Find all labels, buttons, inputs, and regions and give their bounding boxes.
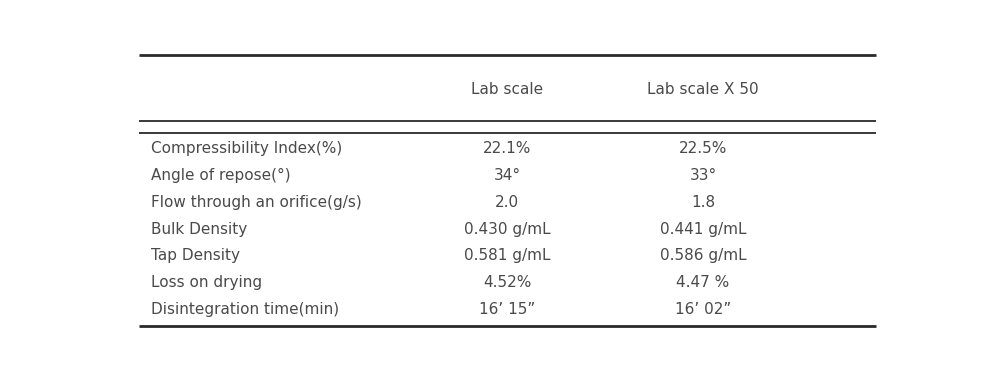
Text: 22.1%: 22.1% [483, 141, 532, 156]
Text: Flow through an orifice(g/s): Flow through an orifice(g/s) [150, 195, 361, 210]
Text: 22.5%: 22.5% [679, 141, 728, 156]
Text: 2.0: 2.0 [495, 195, 520, 210]
Text: 34°: 34° [494, 168, 521, 183]
Text: 0.586 g/mL: 0.586 g/mL [659, 248, 746, 263]
Text: 4.47 %: 4.47 % [676, 275, 730, 290]
Text: Angle of repose(°): Angle of repose(°) [150, 168, 290, 183]
Text: 1.8: 1.8 [691, 195, 715, 210]
Text: 4.52%: 4.52% [483, 275, 532, 290]
Text: Lab scale: Lab scale [471, 82, 544, 97]
Text: 16’ 15”: 16’ 15” [479, 302, 536, 317]
Text: 0.430 g/mL: 0.430 g/mL [464, 222, 550, 237]
Text: 0.581 g/mL: 0.581 g/mL [464, 248, 550, 263]
Text: Loss on drying: Loss on drying [150, 275, 261, 290]
Text: Disintegration time(min): Disintegration time(min) [150, 302, 339, 317]
Text: 33°: 33° [689, 168, 717, 183]
Text: Tap Density: Tap Density [150, 248, 240, 263]
Text: 0.441 g/mL: 0.441 g/mL [659, 222, 746, 237]
Text: Compressibility Index(%): Compressibility Index(%) [150, 141, 342, 156]
Text: Bulk Density: Bulk Density [150, 222, 247, 237]
Text: 16’ 02”: 16’ 02” [675, 302, 732, 317]
Text: Lab scale X 50: Lab scale X 50 [647, 82, 759, 97]
